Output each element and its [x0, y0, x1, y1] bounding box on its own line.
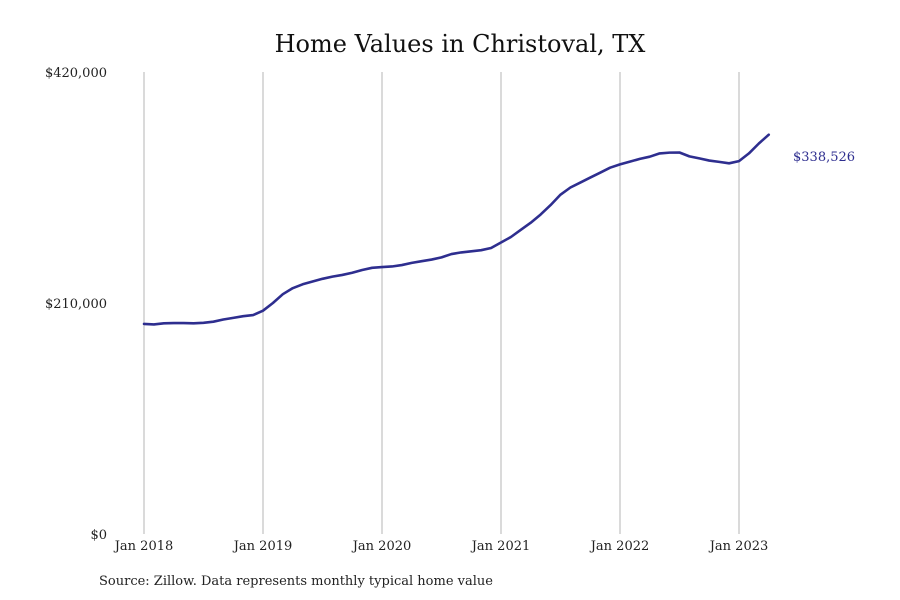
x-axis-tick-labels: Jan 2018 Jan 2019 Jan 2020 Jan 2021 Jan 2022…	[113, 539, 769, 554]
gridlines	[143, 72, 740, 534]
x-tick-label: Jan 2018	[113, 539, 174, 554]
series-line	[142, 133, 771, 326]
x-tick-label: Jan 2019	[232, 539, 293, 554]
x-tick-label: Jan 2020	[351, 539, 412, 554]
source-note: Source: Zillow. Data represents monthly …	[99, 574, 493, 589]
last-value-label: $338,526	[793, 150, 855, 165]
y-tick-label: $0	[90, 528, 107, 543]
chart-title: Home Values in Christoval, TX	[275, 30, 646, 58]
y-tick-label: $210,000	[45, 297, 107, 312]
y-axis-tick-labels: $0 $210,000 $420,000	[45, 66, 107, 543]
x-tick-label: Jan 2021	[470, 539, 531, 554]
x-tick-label: Jan 2022	[589, 539, 650, 554]
y-tick-label: $420,000	[45, 66, 107, 81]
x-tick-label: Jan 2023	[708, 539, 769, 554]
